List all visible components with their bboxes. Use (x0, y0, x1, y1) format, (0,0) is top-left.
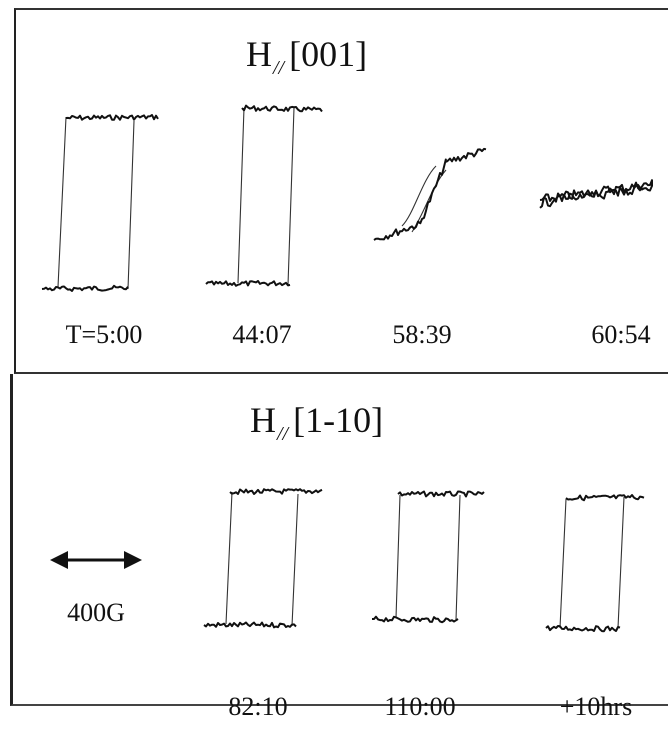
caption-loop-2: 44:07 (232, 320, 292, 349)
heading-parallel-subscript: // (273, 57, 285, 79)
heading-h-letter: H (246, 34, 272, 74)
loop-110-00 (372, 490, 485, 624)
caption-loop-3: 58:39 (392, 320, 452, 349)
loop-82-10 (203, 488, 323, 629)
caption-loop-1: T=5:00 (65, 320, 143, 349)
scale-label: 400G (67, 598, 125, 627)
caption-loop-5: 82:10 (228, 692, 288, 721)
panel-h-1-10 (10, 374, 668, 706)
loop-58-39 (373, 147, 487, 241)
loop-plus-10hrs (545, 494, 645, 633)
loop-44-07 (205, 104, 323, 287)
loop-60-54 (539, 179, 653, 209)
panel-h-001 (14, 8, 668, 374)
heading-h-001: H//[001] (246, 34, 368, 78)
double-arrow-icon (50, 551, 142, 569)
caption-loop-7: +10hrs (559, 692, 633, 721)
loop-t-5-00 (41, 114, 159, 292)
heading-parallel-subscript: // (277, 423, 289, 445)
heading-direction-001: [001] (289, 34, 368, 74)
caption-loop-4: 60:54 (591, 320, 651, 349)
caption-loop-6: 110:00 (384, 692, 456, 721)
heading-direction-1-10: [1-10] (293, 400, 384, 440)
heading-h-letter: H (250, 400, 276, 440)
heading-h-1-10: H//[1-10] (250, 400, 384, 444)
